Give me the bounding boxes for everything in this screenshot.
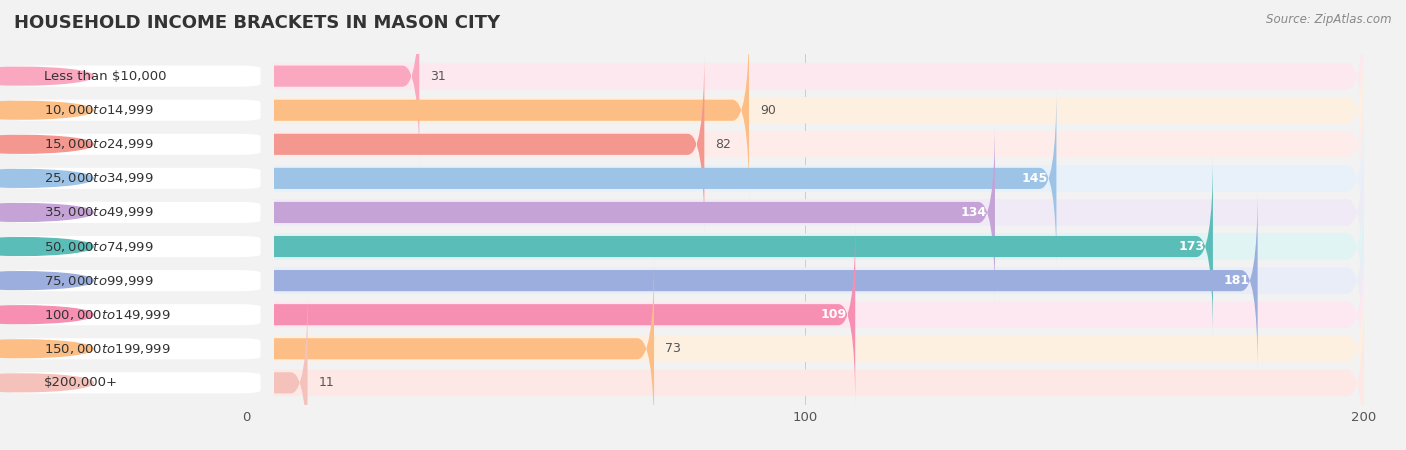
Text: $10,000 to $14,999: $10,000 to $14,999 [44, 103, 153, 117]
Circle shape [0, 135, 93, 153]
Circle shape [0, 306, 93, 324]
FancyBboxPatch shape [246, 223, 855, 406]
Text: $15,000 to $24,999: $15,000 to $24,999 [44, 137, 153, 151]
Text: $50,000 to $74,999: $50,000 to $74,999 [44, 239, 153, 253]
Text: $75,000 to $99,999: $75,000 to $99,999 [44, 274, 153, 288]
Circle shape [0, 203, 93, 221]
FancyBboxPatch shape [8, 236, 260, 257]
Text: 11: 11 [319, 376, 335, 389]
FancyBboxPatch shape [246, 21, 1364, 199]
Circle shape [0, 101, 93, 119]
Circle shape [0, 374, 93, 392]
FancyBboxPatch shape [246, 192, 1364, 369]
FancyBboxPatch shape [246, 90, 1364, 267]
Circle shape [0, 170, 93, 187]
FancyBboxPatch shape [246, 155, 1213, 338]
FancyBboxPatch shape [246, 0, 1364, 165]
Text: $150,000 to $199,999: $150,000 to $199,999 [44, 342, 170, 356]
FancyBboxPatch shape [246, 294, 1364, 450]
Text: 73: 73 [665, 342, 681, 355]
Text: 173: 173 [1178, 240, 1205, 253]
FancyBboxPatch shape [246, 158, 1364, 336]
FancyBboxPatch shape [8, 134, 260, 155]
Circle shape [0, 340, 93, 358]
Text: 82: 82 [716, 138, 731, 151]
FancyBboxPatch shape [8, 99, 260, 121]
Text: HOUSEHOLD INCOME BRACKETS IN MASON CITY: HOUSEHOLD INCOME BRACKETS IN MASON CITY [14, 14, 501, 32]
Text: 145: 145 [1022, 172, 1047, 185]
Circle shape [0, 238, 93, 256]
Text: 181: 181 [1223, 274, 1250, 287]
Text: $100,000 to $149,999: $100,000 to $149,999 [44, 308, 170, 322]
FancyBboxPatch shape [8, 270, 260, 291]
FancyBboxPatch shape [8, 168, 260, 189]
Text: $35,000 to $49,999: $35,000 to $49,999 [44, 206, 153, 220]
FancyBboxPatch shape [246, 189, 1257, 372]
Text: 31: 31 [430, 70, 446, 83]
Text: 134: 134 [960, 206, 987, 219]
Text: 109: 109 [821, 308, 846, 321]
FancyBboxPatch shape [8, 202, 260, 223]
Text: Less than $10,000: Less than $10,000 [44, 70, 166, 83]
FancyBboxPatch shape [8, 66, 260, 87]
Text: 90: 90 [761, 104, 776, 117]
FancyBboxPatch shape [8, 372, 260, 393]
Circle shape [0, 68, 93, 85]
Text: Source: ZipAtlas.com: Source: ZipAtlas.com [1267, 14, 1392, 27]
FancyBboxPatch shape [246, 226, 1364, 404]
FancyBboxPatch shape [8, 304, 260, 325]
FancyBboxPatch shape [8, 338, 260, 360]
Text: $25,000 to $34,999: $25,000 to $34,999 [44, 171, 153, 185]
FancyBboxPatch shape [246, 121, 995, 304]
FancyBboxPatch shape [246, 257, 654, 441]
FancyBboxPatch shape [246, 87, 1056, 270]
Circle shape [0, 272, 93, 289]
Text: $200,000+: $200,000+ [44, 376, 118, 389]
FancyBboxPatch shape [246, 291, 308, 450]
FancyBboxPatch shape [246, 260, 1364, 438]
FancyBboxPatch shape [246, 18, 749, 202]
FancyBboxPatch shape [246, 55, 1364, 233]
FancyBboxPatch shape [246, 0, 419, 168]
FancyBboxPatch shape [246, 53, 704, 236]
FancyBboxPatch shape [246, 123, 1364, 302]
